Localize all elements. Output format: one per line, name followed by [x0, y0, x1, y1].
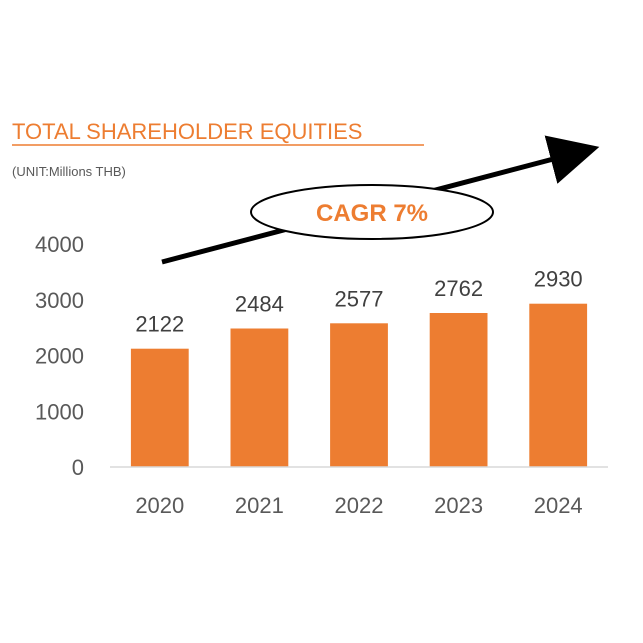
x-tick-2024: 2024 [534, 493, 583, 518]
cagr-label: CAGR 7% [316, 200, 428, 227]
x-tick-2021: 2021 [235, 493, 284, 518]
y-tick-0: 0 [72, 455, 84, 480]
x-tick-2020: 2020 [135, 493, 184, 518]
cagr-ellipse [250, 184, 494, 240]
bar-2020 [130, 348, 189, 467]
bar-2021 [230, 328, 289, 467]
data-label-2021: 2484 [235, 292, 284, 317]
x-tick-2023: 2023 [434, 493, 483, 518]
chart-subtitle: (UNIT:Millions THB) [12, 164, 126, 179]
data-label-2020: 2122 [135, 312, 184, 337]
bar-2022 [330, 323, 388, 467]
data-label-2022: 2577 [335, 286, 384, 311]
bar-2023 [429, 313, 488, 467]
y-tick-3000: 3000 [35, 288, 84, 313]
y-tick-4000: 4000 [35, 232, 84, 257]
x-tick-2022: 2022 [335, 493, 384, 518]
y-axis: 0 1000 2000 3000 4000 [35, 232, 84, 480]
data-label-2024: 2930 [534, 267, 583, 292]
data-label-2023: 2762 [434, 276, 483, 301]
y-tick-2000: 2000 [35, 344, 84, 369]
x-axis: 2020 2021 2022 2023 2024 [135, 493, 582, 518]
y-tick-1000: 1000 [35, 399, 84, 424]
bars: 2122 2484 2577 2762 2930 [130, 267, 588, 467]
chart-title: TOTAL SHAREHOLDER EQUITIES [12, 119, 362, 144]
bar-2024 [529, 303, 588, 467]
